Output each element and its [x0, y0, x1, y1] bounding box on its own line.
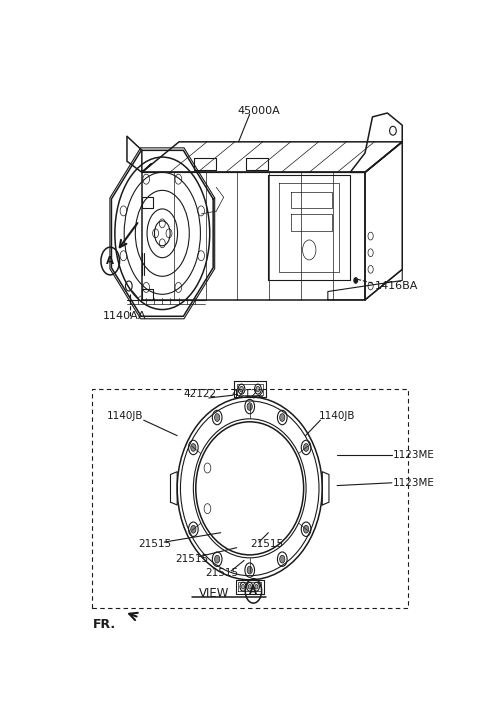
Bar: [92, 389, 408, 608]
Text: 21515: 21515: [138, 539, 171, 549]
Circle shape: [256, 387, 260, 392]
Text: 21515: 21515: [250, 539, 283, 549]
Text: 42122: 42122: [183, 389, 216, 399]
Circle shape: [280, 414, 285, 421]
Circle shape: [241, 585, 244, 589]
Circle shape: [280, 555, 285, 563]
Circle shape: [247, 566, 252, 574]
Circle shape: [191, 526, 196, 533]
Text: 1140JB: 1140JB: [107, 411, 144, 421]
Text: A: A: [106, 256, 114, 266]
Text: FR.: FR.: [93, 618, 116, 631]
Circle shape: [240, 387, 243, 392]
Text: 1140JB: 1140JB: [319, 411, 355, 421]
Circle shape: [354, 278, 358, 283]
Circle shape: [215, 414, 220, 421]
Text: 1416BA: 1416BA: [374, 281, 418, 291]
Circle shape: [191, 444, 196, 451]
Circle shape: [303, 444, 309, 451]
Text: 45000A: 45000A: [238, 107, 280, 117]
Circle shape: [247, 402, 252, 410]
Text: 21515: 21515: [176, 554, 209, 564]
Circle shape: [215, 555, 220, 563]
Text: 42122: 42122: [231, 389, 264, 399]
Circle shape: [255, 585, 258, 589]
Text: 1140AA: 1140AA: [103, 312, 146, 321]
Circle shape: [248, 585, 251, 589]
Text: 1123ME: 1123ME: [393, 450, 435, 460]
Text: A: A: [250, 586, 257, 596]
Text: 21515: 21515: [205, 568, 239, 578]
Circle shape: [303, 526, 309, 533]
Text: VIEW: VIEW: [199, 588, 229, 600]
Text: 1123ME: 1123ME: [393, 478, 435, 487]
